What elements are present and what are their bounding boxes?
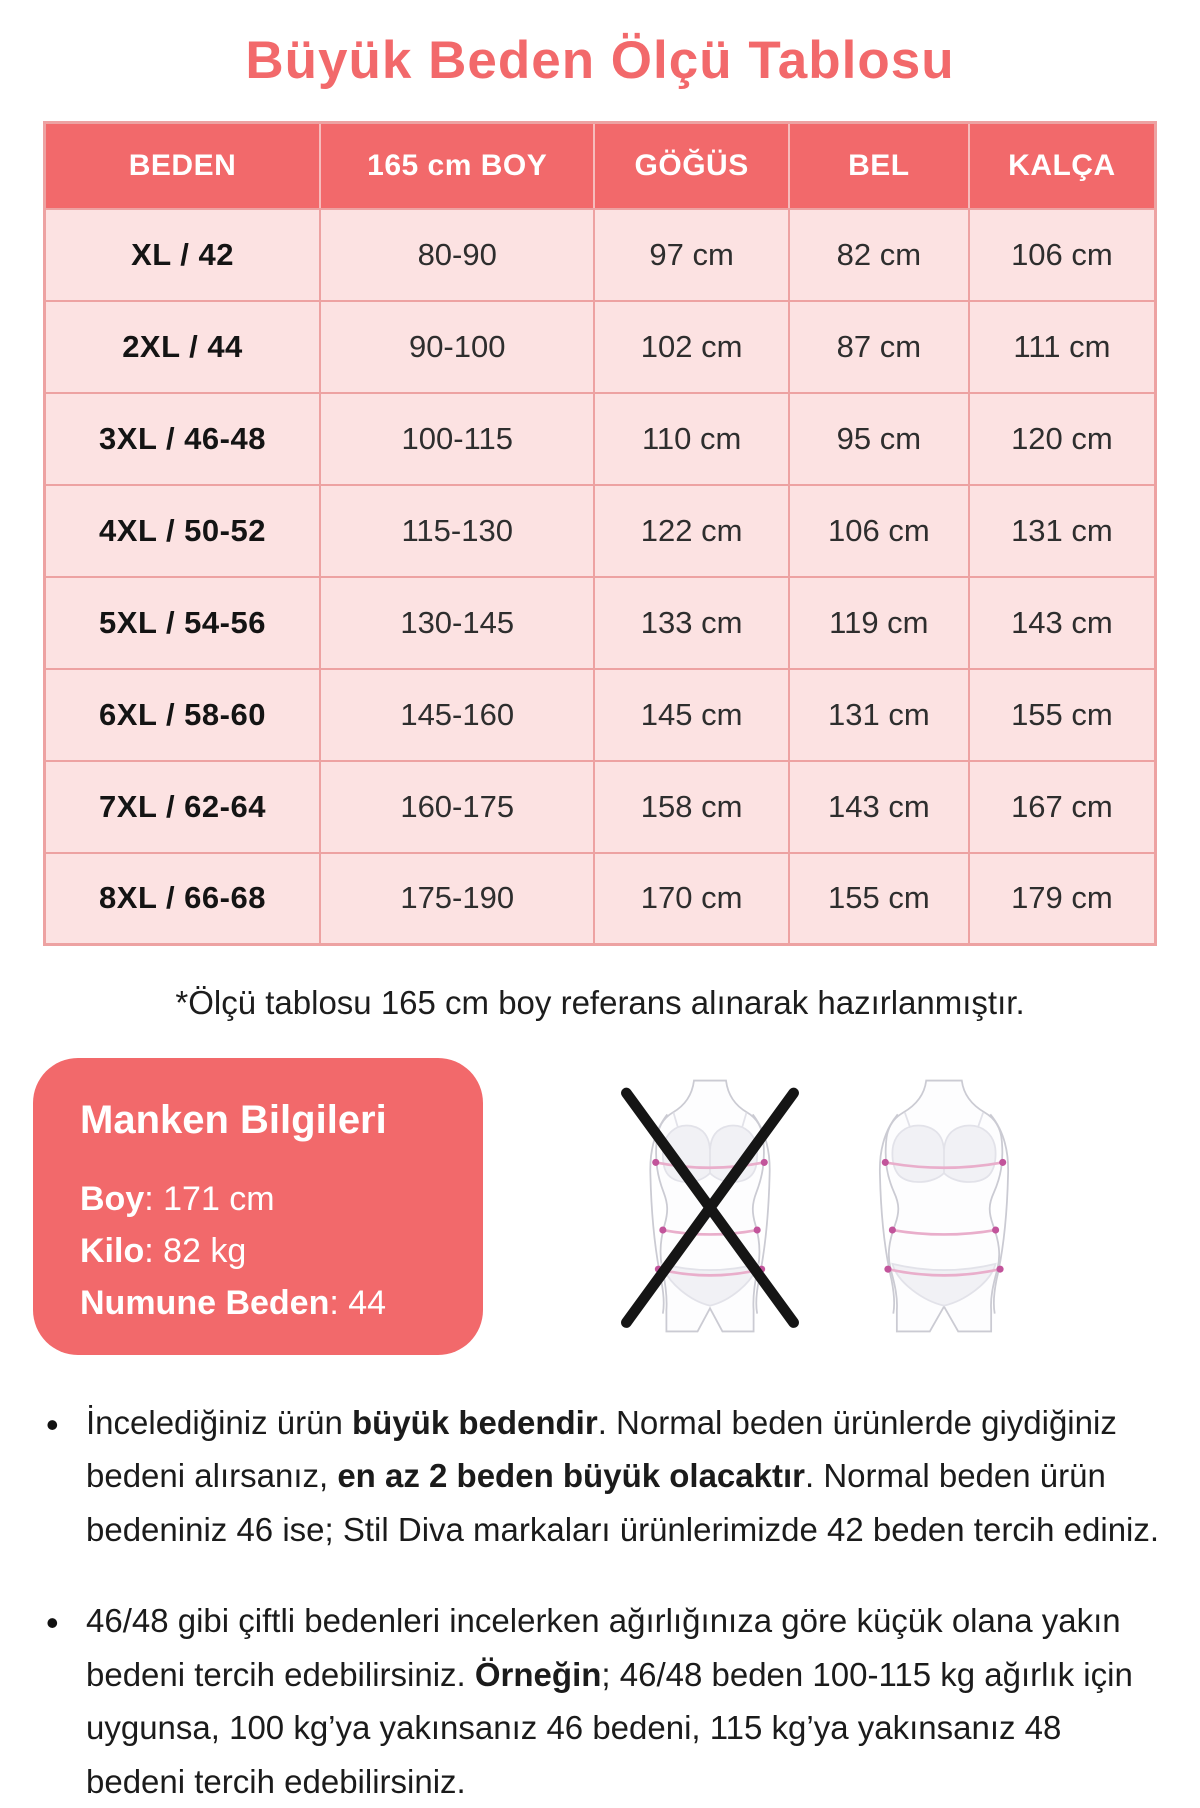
- table-row: 5XL / 54-56 130-145 133 cm 119 cm 143 cm: [43, 575, 1157, 670]
- column-header: KALÇA: [968, 122, 1156, 210]
- cell-size: 8XL / 66-68: [43, 851, 322, 946]
- model-info-section: Manken Bilgileri Boy: 171 cm Kilo: 82 kg N…: [33, 1056, 1200, 1356]
- table-row: 4XL / 50-52 115-130 122 cm 106 cm 131 cm: [43, 483, 1157, 578]
- waist-measure-line: [892, 1228, 996, 1236]
- cell-waist: 95 cm: [787, 391, 970, 486]
- model-info-card: Manken Bilgileri Boy: 171 cm Kilo: 82 kg N…: [33, 1057, 483, 1355]
- cell-chest: 133 cm: [593, 575, 790, 670]
- cell-waist: 87 cm: [787, 299, 970, 394]
- cell-waist: 119 cm: [787, 575, 970, 670]
- size-table-header-row: BEDEN 165 cm BOY GÖĞÜS BEL KALÇA: [44, 122, 1156, 210]
- table-row: 2XL / 44 90-100 102 cm 87 cm 111 cm: [43, 299, 1157, 394]
- cell-weight-range: 115-130: [319, 483, 596, 578]
- cell-chest: 158 cm: [593, 759, 790, 854]
- table-row: XL / 42 80-90 97 cm 82 cm 106 cm: [43, 207, 1157, 302]
- cell-weight-range: 130-145: [319, 575, 596, 670]
- column-header: BEDEN: [44, 122, 322, 210]
- notes-list: İncelediğiniz ürün büyük bedendir. Norma…: [40, 1396, 1162, 1808]
- cell-hip: 106 cm: [967, 207, 1157, 302]
- cell-hip: 155 cm: [967, 667, 1157, 762]
- cell-size: XL / 42: [43, 207, 322, 302]
- waist-measure-line: [662, 1228, 758, 1236]
- cell-weight-range: 100-115: [319, 391, 596, 486]
- body-illustrations: [621, 1077, 1033, 1335]
- model-info-title: Manken Bilgileri: [80, 1097, 387, 1142]
- cell-weight-range: 90-100: [319, 299, 596, 394]
- cell-hip: 167 cm: [967, 759, 1157, 854]
- note-item: 46/48 gibi çiftli bedenleri incelerken a…: [40, 1594, 1162, 1808]
- note-item: İncelediğiniz ürün büyük bedendir. Norma…: [40, 1396, 1162, 1556]
- cell-chest: 97 cm: [593, 207, 790, 302]
- cell-waist: 82 cm: [787, 207, 970, 302]
- cross-x-icon: [621, 1087, 799, 1328]
- cell-hip: 143 cm: [967, 575, 1157, 670]
- cell-weight-range: 175-190: [319, 851, 596, 946]
- slim-body-crossed-icon: [621, 1079, 799, 1333]
- model-info-field: Numune Beden: 44: [80, 1283, 387, 1322]
- cell-hip: 120 cm: [967, 391, 1157, 486]
- cell-waist: 106 cm: [787, 483, 970, 578]
- cell-chest: 110 cm: [593, 391, 790, 486]
- plus-size-body-icon: [878, 1079, 1010, 1333]
- model-info-fields: Boy: 171 cm Kilo: 82 kg Numune Beden: 44: [80, 1173, 453, 1329]
- cell-chest: 102 cm: [593, 299, 790, 394]
- cell-hip: 179 cm: [967, 851, 1157, 946]
- cell-hip: 131 cm: [967, 483, 1157, 578]
- cell-chest: 122 cm: [593, 483, 790, 578]
- cell-size: 4XL / 50-52: [43, 483, 322, 578]
- column-header: GÖĞÜS: [594, 122, 790, 210]
- cell-size: 2XL / 44: [43, 299, 322, 394]
- cell-chest: 145 cm: [593, 667, 790, 762]
- model-info-field: Kilo: 82 kg: [80, 1231, 247, 1270]
- cell-size: 3XL / 46-48: [43, 391, 322, 486]
- cell-waist: 155 cm: [787, 851, 970, 946]
- cell-chest: 170 cm: [593, 851, 790, 946]
- cell-weight-range: 145-160: [319, 667, 596, 762]
- size-table: BEDEN 165 cm BOY GÖĞÜS BEL KALÇA XL / 42 80-9…: [43, 121, 1157, 946]
- table-row: 8XL / 66-68 175-190 170 cm 155 cm 179 cm: [43, 851, 1157, 946]
- column-header: BEL: [788, 122, 970, 210]
- hip-measure-line: [887, 1267, 1001, 1277]
- table-row: 7XL / 62-64 160-175 158 cm 143 cm 167 cm: [43, 759, 1157, 854]
- cell-waist: 131 cm: [787, 667, 970, 762]
- cell-size: 6XL / 58-60: [43, 667, 322, 762]
- bust-measure-line: [885, 1161, 1003, 1170]
- table-footnote: *Ölçü tablosu 165 cm boy referans alınar…: [175, 984, 1025, 1021]
- cell-size: 7XL / 62-64: [43, 759, 322, 854]
- cell-waist: 143 cm: [787, 759, 970, 854]
- page-title: Büyük Beden Ölçü Tablosu: [245, 31, 955, 90]
- table-row: 3XL / 46-48 100-115 110 cm 95 cm 120 cm: [43, 391, 1157, 486]
- cell-hip: 111 cm: [967, 299, 1157, 394]
- cell-weight-range: 160-175: [319, 759, 596, 854]
- cell-weight-range: 80-90: [319, 207, 596, 302]
- bust-measure-line: [655, 1161, 765, 1170]
- table-row: 6XL / 58-60 145-160 145 cm 131 cm 155 cm: [43, 667, 1157, 762]
- cell-size: 5XL / 54-56: [43, 575, 322, 670]
- model-info-field: Boy: 171 cm: [80, 1179, 275, 1218]
- column-header: 165 cm BOY: [320, 122, 596, 210]
